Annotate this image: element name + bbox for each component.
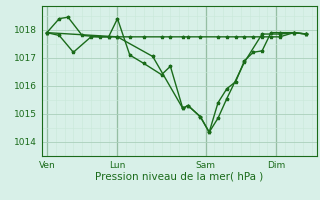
X-axis label: Pression niveau de la mer( hPa ): Pression niveau de la mer( hPa ) bbox=[95, 171, 263, 181]
